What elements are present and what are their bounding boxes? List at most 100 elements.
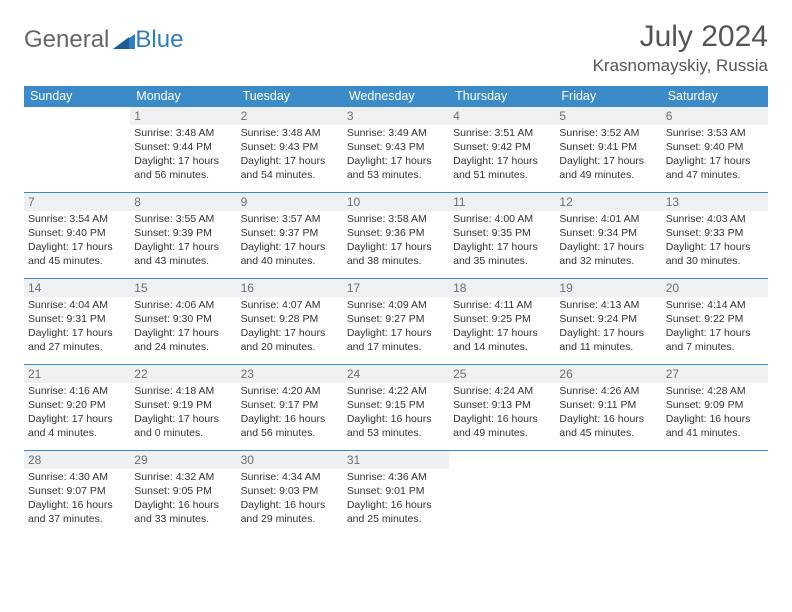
sunset: Sunset: 9:20 PM — [28, 399, 126, 413]
day-info: Sunrise: 3:57 AMSunset: 9:37 PMDaylight:… — [237, 211, 343, 272]
calendar-cell: 27Sunrise: 4:28 AMSunset: 9:09 PMDayligh… — [662, 365, 768, 451]
daylight-line1: Daylight: 17 hours — [666, 241, 764, 255]
daylight-line1: Daylight: 17 hours — [453, 155, 551, 169]
sunrise: Sunrise: 3:52 AM — [559, 127, 657, 141]
daylight-line1: Daylight: 17 hours — [453, 241, 551, 255]
day-info: Sunrise: 3:51 AMSunset: 9:42 PMDaylight:… — [449, 125, 555, 186]
daylight-line1: Daylight: 16 hours — [28, 499, 126, 513]
sunrise: Sunrise: 4:22 AM — [347, 385, 445, 399]
daylight-line1: Daylight: 17 hours — [347, 327, 445, 341]
day-number: 7 — [24, 193, 130, 211]
calendar-cell: 23Sunrise: 4:20 AMSunset: 9:17 PMDayligh… — [237, 365, 343, 451]
daylight-line2: and 35 minutes. — [453, 255, 551, 269]
calendar-cell: 29Sunrise: 4:32 AMSunset: 9:05 PMDayligh… — [130, 451, 236, 537]
day-info: Sunrise: 4:24 AMSunset: 9:13 PMDaylight:… — [449, 383, 555, 444]
day-info: Sunrise: 4:16 AMSunset: 9:20 PMDaylight:… — [24, 383, 130, 444]
sunset: Sunset: 9:42 PM — [453, 141, 551, 155]
sunset: Sunset: 9:24 PM — [559, 313, 657, 327]
day-number: 4 — [449, 107, 555, 125]
sunrise: Sunrise: 4:30 AM — [28, 471, 126, 485]
sunset: Sunset: 9:15 PM — [347, 399, 445, 413]
day-info: Sunrise: 3:58 AMSunset: 9:36 PMDaylight:… — [343, 211, 449, 272]
daylight-line2: and 41 minutes. — [666, 427, 764, 441]
day-number: 18 — [449, 279, 555, 297]
daylight-line2: and 45 minutes. — [28, 255, 126, 269]
day-info: Sunrise: 3:53 AMSunset: 9:40 PMDaylight:… — [662, 125, 768, 186]
sunset: Sunset: 9:05 PM — [134, 485, 232, 499]
sunrise: Sunrise: 4:26 AM — [559, 385, 657, 399]
day-number: 14 — [24, 279, 130, 297]
sunset: Sunset: 9:40 PM — [28, 227, 126, 241]
dow-wednesday: Wednesday — [343, 86, 449, 107]
daylight-line2: and 0 minutes. — [134, 427, 232, 441]
sunset: Sunset: 9:35 PM — [453, 227, 551, 241]
day-info: Sunrise: 4:00 AMSunset: 9:35 PMDaylight:… — [449, 211, 555, 272]
daylight-line1: Daylight: 17 hours — [666, 327, 764, 341]
calendar-row: 14Sunrise: 4:04 AMSunset: 9:31 PMDayligh… — [24, 279, 768, 365]
day-number: 11 — [449, 193, 555, 211]
daylight-line1: Daylight: 17 hours — [347, 155, 445, 169]
day-number: 8 — [130, 193, 236, 211]
daylight-line1: Daylight: 17 hours — [453, 327, 551, 341]
daylight-line2: and 20 minutes. — [241, 341, 339, 355]
day-number: 12 — [555, 193, 661, 211]
calendar-cell: 5Sunrise: 3:52 AMSunset: 9:41 PMDaylight… — [555, 107, 661, 193]
dow-sunday: Sunday — [24, 86, 130, 107]
sunset: Sunset: 9:22 PM — [666, 313, 764, 327]
calendar-row: 1Sunrise: 3:48 AMSunset: 9:44 PMDaylight… — [24, 107, 768, 193]
daylight-line1: Daylight: 16 hours — [559, 413, 657, 427]
calendar-cell: 10Sunrise: 3:58 AMSunset: 9:36 PMDayligh… — [343, 193, 449, 279]
sunrise: Sunrise: 4:16 AM — [28, 385, 126, 399]
calendar-cell: 4Sunrise: 3:51 AMSunset: 9:42 PMDaylight… — [449, 107, 555, 193]
dow-friday: Friday — [555, 86, 661, 107]
day-number: 16 — [237, 279, 343, 297]
calendar-cell: 17Sunrise: 4:09 AMSunset: 9:27 PMDayligh… — [343, 279, 449, 365]
day-number: 20 — [662, 279, 768, 297]
calendar-cell: 6Sunrise: 3:53 AMSunset: 9:40 PMDaylight… — [662, 107, 768, 193]
calendar-cell: 30Sunrise: 4:34 AMSunset: 9:03 PMDayligh… — [237, 451, 343, 537]
calendar-cell: 16Sunrise: 4:07 AMSunset: 9:28 PMDayligh… — [237, 279, 343, 365]
day-info: Sunrise: 4:36 AMSunset: 9:01 PMDaylight:… — [343, 469, 449, 530]
sunrise: Sunrise: 4:34 AM — [241, 471, 339, 485]
day-info: Sunrise: 4:18 AMSunset: 9:19 PMDaylight:… — [130, 383, 236, 444]
calendar-cell: 14Sunrise: 4:04 AMSunset: 9:31 PMDayligh… — [24, 279, 130, 365]
day-number: 15 — [130, 279, 236, 297]
day-number: 25 — [449, 365, 555, 383]
sunrise: Sunrise: 4:36 AM — [347, 471, 445, 485]
calendar-cell: 25Sunrise: 4:24 AMSunset: 9:13 PMDayligh… — [449, 365, 555, 451]
day-info: Sunrise: 3:54 AMSunset: 9:40 PMDaylight:… — [24, 211, 130, 272]
day-info: Sunrise: 4:14 AMSunset: 9:22 PMDaylight:… — [662, 297, 768, 358]
calendar-cell-empty — [662, 451, 768, 537]
dow-monday: Monday — [130, 86, 236, 107]
daylight-line1: Daylight: 17 hours — [134, 327, 232, 341]
daylight-line2: and 38 minutes. — [347, 255, 445, 269]
sunrise: Sunrise: 4:07 AM — [241, 299, 339, 313]
daylight-line1: Daylight: 17 hours — [666, 155, 764, 169]
sunrise: Sunrise: 3:49 AM — [347, 127, 445, 141]
day-info: Sunrise: 4:01 AMSunset: 9:34 PMDaylight:… — [555, 211, 661, 272]
location: Krasnomayskiy, Russia — [593, 56, 768, 76]
day-number: 2 — [237, 107, 343, 125]
calendar-cell: 13Sunrise: 4:03 AMSunset: 9:33 PMDayligh… — [662, 193, 768, 279]
day-number: 17 — [343, 279, 449, 297]
calendar-cell: 21Sunrise: 4:16 AMSunset: 9:20 PMDayligh… — [24, 365, 130, 451]
daylight-line2: and 7 minutes. — [666, 341, 764, 355]
sunrise: Sunrise: 4:28 AM — [666, 385, 764, 399]
logo-text-general: General — [24, 26, 109, 54]
calendar-cell: 18Sunrise: 4:11 AMSunset: 9:25 PMDayligh… — [449, 279, 555, 365]
header: General Blue July 2024 Krasnomayskiy, Ru… — [24, 20, 768, 76]
daylight-line2: and 25 minutes. — [347, 513, 445, 527]
day-number: 24 — [343, 365, 449, 383]
sunset: Sunset: 9:27 PM — [347, 313, 445, 327]
sunset: Sunset: 9:40 PM — [666, 141, 764, 155]
daylight-line2: and 51 minutes. — [453, 169, 551, 183]
sunrise: Sunrise: 3:51 AM — [453, 127, 551, 141]
dow-saturday: Saturday — [662, 86, 768, 107]
calendar-table: Sunday Monday Tuesday Wednesday Thursday… — [24, 86, 768, 537]
daylight-line2: and 33 minutes. — [134, 513, 232, 527]
daylight-line2: and 11 minutes. — [559, 341, 657, 355]
sunrise: Sunrise: 3:48 AM — [241, 127, 339, 141]
calendar-row: 21Sunrise: 4:16 AMSunset: 9:20 PMDayligh… — [24, 365, 768, 451]
daylight-line2: and 56 minutes. — [241, 427, 339, 441]
day-info: Sunrise: 3:52 AMSunset: 9:41 PMDaylight:… — [555, 125, 661, 186]
